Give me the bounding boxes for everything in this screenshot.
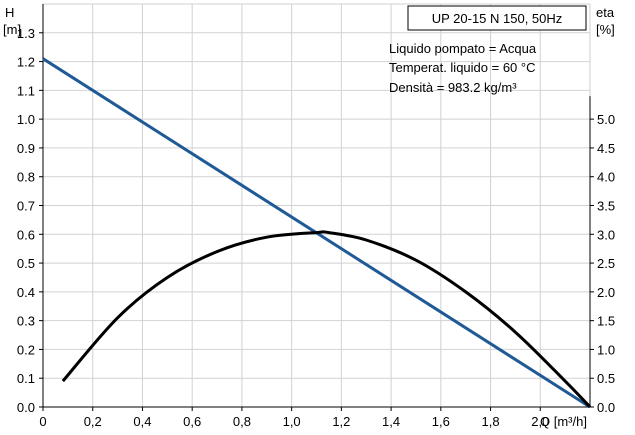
x-tick-label: 0,6 xyxy=(183,414,201,429)
y-right-label-symbol: eta xyxy=(596,5,615,20)
y-right-tick-label: 5.0 xyxy=(597,112,615,127)
y-left-label-unit: [m] xyxy=(3,22,21,37)
annotation-liquid: Liquido pompato = Acqua xyxy=(389,41,537,56)
y-right-tick-label: 2.0 xyxy=(597,285,615,300)
axes xyxy=(39,4,594,411)
x-tick-label: 0 xyxy=(39,414,46,429)
y-left-tick-label: 0.0 xyxy=(17,400,35,415)
tick-labels: 0 0,2 0,4 0,6 0,8 1,0 1,2 1,4 1,6 1,8 2,0 0.0 0.1 0.2… xyxy=(17,26,615,429)
x-tick-label: 0,2 xyxy=(84,414,102,429)
x-tick-label: 1,6 xyxy=(432,414,450,429)
y-left-tick-label: 1.1 xyxy=(17,83,35,98)
y-right-tick-label: 0.5 xyxy=(597,371,615,386)
y-left-tick-label: 0.7 xyxy=(17,199,35,214)
x-tick-label: 1,8 xyxy=(482,414,500,429)
y-left-tick-label: 0.2 xyxy=(17,342,35,357)
grid xyxy=(43,3,591,407)
y-left-tick-label: 0.4 xyxy=(17,285,35,300)
y-right-tick-label: 0.0 xyxy=(597,400,615,415)
series xyxy=(42,57,592,409)
y-right-tick-label: 1.5 xyxy=(597,314,615,329)
info-panel: Liquido pompato = Acqua Temperat. liquid… xyxy=(389,41,537,95)
x-tick-label: 2,0 xyxy=(531,414,549,429)
y-left-tick-label: 0.1 xyxy=(17,371,35,386)
annotation-temperature: Temperat. liquido = 60 °C xyxy=(389,60,535,75)
y-left-tick-label: 0.9 xyxy=(17,141,35,156)
y-left-tick-label: 0.6 xyxy=(17,227,35,242)
y-left-tick-label: 1.2 xyxy=(17,55,35,70)
y-left-tick-label: 0.8 xyxy=(17,170,35,185)
y-right-label-unit: [%] xyxy=(596,22,615,37)
y-left-tick-label: 0.5 xyxy=(17,256,35,271)
y-right-tick-label: 3.5 xyxy=(597,199,615,214)
efficiency-curve xyxy=(61,230,592,409)
x-tick-label: 1,4 xyxy=(382,414,400,429)
x-tick-label: 0,4 xyxy=(133,414,151,429)
x-tick-label: 1,2 xyxy=(332,414,350,429)
x-axis-label: Q [m³/h] xyxy=(540,414,587,429)
x-tick-label: 0,8 xyxy=(233,414,251,429)
y-right-tick-label: 1.0 xyxy=(597,342,615,357)
y-right-tick-label: 3.0 xyxy=(597,227,615,242)
y-right-tick-label: 2.5 xyxy=(597,256,615,271)
y-left-tick-label: 1.0 xyxy=(17,112,35,127)
y-left-tick-label: 1.3 xyxy=(17,26,35,41)
x-tick-label: 1,0 xyxy=(283,414,301,429)
y-left-tick-label: 0.3 xyxy=(17,314,35,329)
y-right-tick-label: 4.5 xyxy=(597,141,615,156)
y-right-tick-label: 4.0 xyxy=(597,170,615,185)
annotation-density: Densità = 983.2 kg/m³ xyxy=(389,80,517,95)
chart-title: UP 20-15 N 150, 50Hz xyxy=(432,11,563,26)
title-box xyxy=(407,5,587,31)
y-left-label-symbol: H xyxy=(5,5,14,20)
